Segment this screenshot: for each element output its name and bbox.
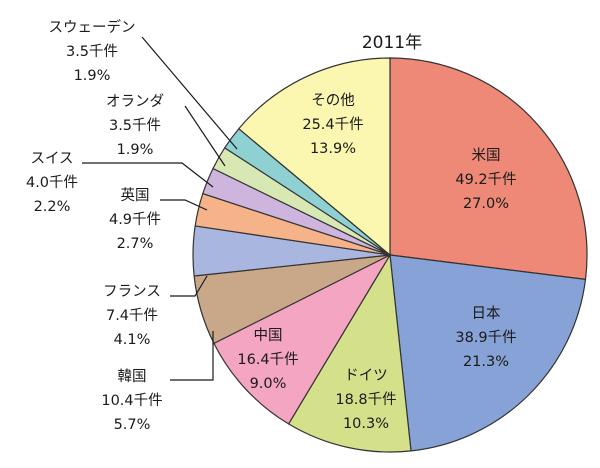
leader-line-5 xyxy=(170,331,214,381)
pie-slice-3 xyxy=(287,253,412,453)
label-value: 4.0千件 xyxy=(26,174,78,191)
label-value: 49.2千件 xyxy=(455,171,516,188)
label-name: オランダ xyxy=(106,93,164,110)
label-value: 10.4千件 xyxy=(101,392,162,409)
slice-label-1: 米国 49.2千件 27.0% xyxy=(455,147,516,212)
label-value: 3.5千件 xyxy=(66,43,118,60)
label-percent: 5.7% xyxy=(114,417,151,433)
label-value: 3.5千件 xyxy=(109,117,161,134)
slice-label-6: フランス 7.4千件 4.1% xyxy=(103,284,161,348)
label-percent: 10.3% xyxy=(343,416,389,432)
label-name: その他 xyxy=(311,92,355,109)
label-percent: 1.9% xyxy=(117,142,154,158)
label-name: 韓国 xyxy=(118,368,147,385)
leader-line-7 xyxy=(160,199,208,211)
slice-labels: 米国 49.2千件 27.0% 日本 38.9千件 21.3% ドイツ 18.8千件 10.3%… xyxy=(26,18,517,433)
leader-line-6 xyxy=(170,275,208,297)
label-percent: 2.7% xyxy=(117,236,154,252)
leader-line-8 xyxy=(82,162,214,188)
pie-slice-1 xyxy=(389,57,588,281)
pie-slice-11 xyxy=(237,57,391,257)
label-name: 日本 xyxy=(472,305,501,322)
label-name: 中国 xyxy=(254,327,283,344)
label-value: 7.4千件 xyxy=(106,307,158,324)
slice-label-4: 中国 16.4千件 9.0% xyxy=(237,327,298,392)
label-percent: 2.2% xyxy=(34,199,71,215)
label-value: 16.4千件 xyxy=(237,351,298,368)
label-value: 25.4千件 xyxy=(302,116,363,133)
label-name: ドイツ xyxy=(344,368,388,384)
label-name: 英国 xyxy=(121,186,150,204)
label-value: 38.9千件 xyxy=(455,329,516,346)
leader-line-10 xyxy=(141,36,238,150)
label-percent: 27.0% xyxy=(463,196,509,212)
label-name: スイス xyxy=(30,151,73,167)
leader-lines xyxy=(82,36,238,381)
pie-slice-2 xyxy=(389,254,587,452)
slice-label-3: ドイツ 18.8千件 10.3% xyxy=(335,368,396,432)
label-percent: 13.9% xyxy=(310,141,356,157)
slice-label-8: スイス 4.0千件 2.2% xyxy=(26,151,78,215)
label-percent: 9.0% xyxy=(250,376,287,392)
slice-label-10: スウェーデン 3.5千件 1.9% xyxy=(49,18,136,84)
label-percent: 4.1% xyxy=(114,332,151,348)
pie-slices xyxy=(192,57,588,453)
slice-label-5: 韓国 10.4千件 5.7% xyxy=(101,368,162,433)
label-value: 18.8千件 xyxy=(335,391,396,408)
label-name: 米国 xyxy=(472,147,501,164)
slice-label-11: その他 25.4千件 13.9% xyxy=(302,92,363,157)
label-name: フランス xyxy=(103,284,161,300)
leader-line-9 xyxy=(184,105,226,167)
label-percent: 21.3% xyxy=(463,354,509,370)
label-value: 4.9千件 xyxy=(109,211,161,228)
pie-slice-4 xyxy=(213,253,392,425)
slice-label-2: 日本 38.9千件 21.3% xyxy=(455,305,516,370)
chart-title: 2011年 xyxy=(362,33,422,53)
slice-label-9: オランダ 3.5千件 1.9% xyxy=(106,93,164,158)
slice-label-7: 英国 4.9千件 2.7% xyxy=(109,186,161,252)
label-percent: 1.9% xyxy=(74,68,111,84)
label-name: スウェーデン xyxy=(49,18,136,36)
